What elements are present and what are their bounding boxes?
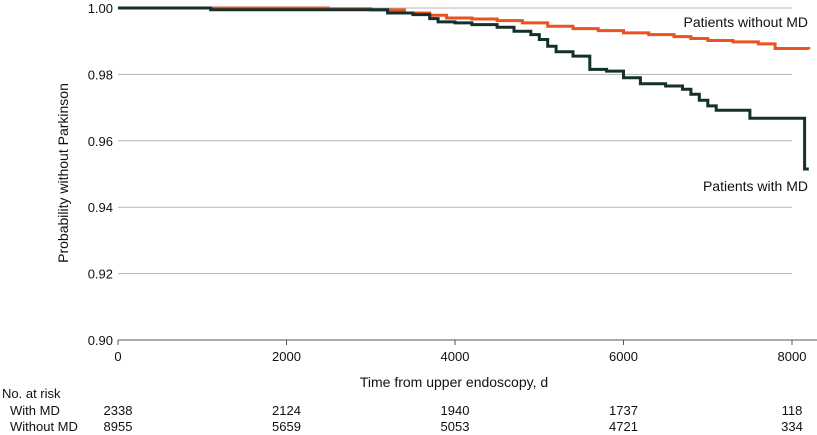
gridlines: [118, 7, 792, 341]
series-label-without-md: Patients without MD: [684, 14, 809, 30]
risk-value: 1940: [440, 403, 470, 418]
risk-row-without-md: Without MD 8955 5659 5053 4721 334: [0, 419, 817, 435]
risk-value: 4721: [609, 419, 638, 434]
risk-value: 2338: [103, 403, 133, 418]
y-tick-label: 1.00: [88, 1, 113, 16]
risk-table-title: No. at risk: [2, 386, 61, 401]
y-tick-labels: 0.90 0.92 0.94 0.96 0.98 1.00: [88, 1, 113, 348]
risk-value: 334: [781, 419, 803, 434]
y-tick-label: 0.98: [88, 67, 113, 82]
x-axis-label: Time from upper endoscopy, d: [360, 374, 548, 390]
series-line-with-md: [118, 6, 809, 171]
risk-value: 118: [781, 403, 803, 418]
y-tick-label: 0.94: [88, 200, 113, 215]
x-tick-labels: 0 2000 4000 6000 8000: [114, 340, 806, 364]
risk-value: 5659: [272, 419, 301, 434]
risk-value: 2124: [272, 403, 301, 418]
x-tick-label: 6000: [609, 349, 638, 364]
y-tick-label: 0.90: [88, 333, 113, 348]
survival-curves: [118, 6, 811, 171]
y-axis-label: Probability without Parkinson: [55, 83, 71, 263]
risk-value: 1737: [609, 403, 638, 418]
risk-table-title-row: No. at risk: [0, 386, 817, 402]
y-tick-label: 0.96: [88, 134, 113, 149]
series-labels: Patients without MD Patients with MD: [684, 14, 809, 194]
x-tick-label: 8000: [778, 349, 807, 364]
series-label-with-md: Patients with MD: [703, 178, 808, 194]
x-tick-label: 2000: [272, 349, 301, 364]
risk-value: 8955: [103, 419, 133, 434]
risk-row-label: With MD: [10, 403, 60, 418]
y-tick-label: 0.92: [88, 267, 113, 282]
x-tick-label: 4000: [441, 349, 470, 364]
km-chart: 0.90 0.92 0.94 0.96 0.98 1.00 0 2000 4000 6000 80…: [55, 1, 817, 390]
risk-row-with-md: With MD 2338 2124 1940 1737 118: [0, 403, 817, 419]
risk-value: 5053: [440, 419, 470, 434]
x-tick-label: 0: [114, 349, 121, 364]
risk-row-label: Without MD: [10, 419, 78, 434]
